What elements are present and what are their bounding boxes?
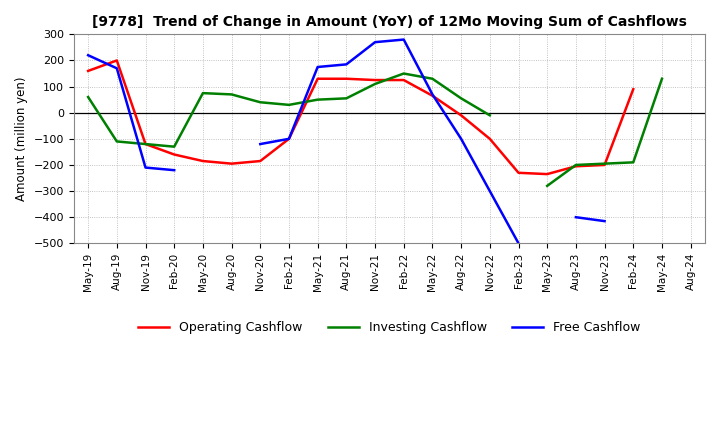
- Investing Cashflow: [657, 76, 666, 81]
- Investing Cashflow: [543, 183, 552, 188]
- Operating Cashflow: [170, 152, 179, 157]
- Operating Cashflow: [284, 136, 293, 142]
- Free Cashflow: [371, 40, 379, 45]
- Operating Cashflow: [84, 68, 92, 73]
- Free Cashflow: [400, 37, 408, 42]
- Investing Cashflow: [428, 76, 437, 81]
- Free Cashflow: [141, 165, 150, 170]
- Free Cashflow: [84, 53, 92, 58]
- Free Cashflow: [572, 215, 580, 220]
- Free Cashflow: [284, 136, 293, 142]
- Investing Cashflow: [199, 91, 207, 96]
- Investing Cashflow: [84, 95, 92, 100]
- Investing Cashflow: [400, 71, 408, 76]
- Free Cashflow: [657, 54, 666, 59]
- Operating Cashflow: [112, 58, 121, 63]
- Investing Cashflow: [371, 81, 379, 87]
- Line: Free Cashflow: Free Cashflow: [88, 40, 662, 243]
- Investing Cashflow: [170, 144, 179, 149]
- Operating Cashflow: [141, 141, 150, 147]
- Operating Cashflow: [256, 158, 264, 164]
- Investing Cashflow: [228, 92, 236, 97]
- Free Cashflow: [428, 92, 437, 97]
- Investing Cashflow: [342, 95, 351, 101]
- Free Cashflow: [313, 64, 322, 70]
- Investing Cashflow: [600, 161, 609, 166]
- Investing Cashflow: [141, 141, 150, 147]
- Legend: Operating Cashflow, Investing Cashflow, Free Cashflow: Operating Cashflow, Investing Cashflow, …: [133, 316, 646, 340]
- Investing Cashflow: [485, 113, 494, 118]
- Operating Cashflow: [371, 77, 379, 83]
- Operating Cashflow: [485, 136, 494, 142]
- Line: Investing Cashflow: Investing Cashflow: [88, 73, 662, 186]
- Free Cashflow: [456, 136, 465, 142]
- Free Cashflow: [112, 66, 121, 71]
- Free Cashflow: [170, 168, 179, 173]
- Free Cashflow: [342, 62, 351, 67]
- Free Cashflow: [514, 241, 523, 246]
- Investing Cashflow: [456, 95, 465, 101]
- Title: [9778]  Trend of Change in Amount (YoY) of 12Mo Moving Sum of Cashflows: [9778] Trend of Change in Amount (YoY) o…: [92, 15, 687, 29]
- Operating Cashflow: [572, 164, 580, 169]
- Operating Cashflow: [456, 113, 465, 118]
- Operating Cashflow: [342, 76, 351, 81]
- Operating Cashflow: [313, 76, 322, 81]
- Investing Cashflow: [572, 162, 580, 168]
- Operating Cashflow: [629, 87, 638, 92]
- Free Cashflow: [600, 219, 609, 224]
- Free Cashflow: [485, 188, 494, 194]
- Investing Cashflow: [256, 99, 264, 105]
- Investing Cashflow: [313, 97, 322, 102]
- Y-axis label: Amount (million yen): Amount (million yen): [15, 77, 28, 201]
- Operating Cashflow: [600, 162, 609, 168]
- Operating Cashflow: [428, 93, 437, 99]
- Operating Cashflow: [514, 170, 523, 176]
- Operating Cashflow: [228, 161, 236, 166]
- Line: Operating Cashflow: Operating Cashflow: [88, 60, 634, 174]
- Investing Cashflow: [112, 139, 121, 144]
- Operating Cashflow: [543, 172, 552, 177]
- Operating Cashflow: [400, 77, 408, 83]
- Investing Cashflow: [284, 102, 293, 107]
- Free Cashflow: [256, 141, 264, 147]
- Investing Cashflow: [629, 160, 638, 165]
- Operating Cashflow: [199, 158, 207, 164]
